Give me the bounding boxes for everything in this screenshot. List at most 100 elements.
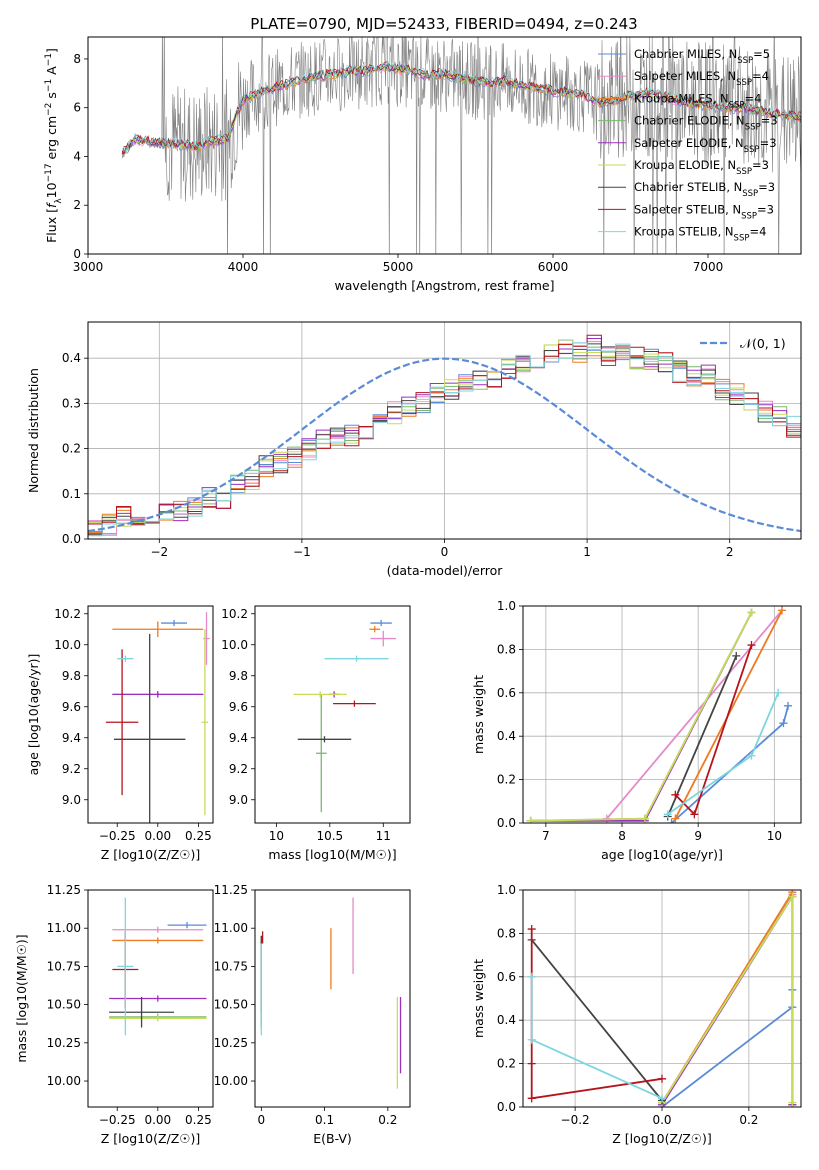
x-axis-label: E(B-V) [313, 1131, 352, 1146]
data-point-marker [663, 810, 672, 819]
y-tick-label: 10.25 [214, 1036, 248, 1050]
y-axis-label: age [log10(age/yr)] [26, 654, 41, 776]
x-tick-label: 2 [726, 545, 734, 559]
y-tick-label: 11.00 [47, 921, 81, 935]
series-line-salpeter-stelib [674, 644, 753, 816]
model-line-salpeter-stelib [121, 61, 801, 155]
x-tick-label: 10.5 [316, 829, 343, 843]
y-tick-label: 0.4 [62, 351, 81, 365]
x-axis-label: mass [log10(M/M☉)] [268, 847, 396, 862]
x-tick-label: 10 [269, 829, 284, 843]
y-tick-label: 10.25 [47, 1036, 81, 1050]
series-line-chabrier-elodie [530, 612, 753, 822]
data-point-marker [747, 641, 756, 650]
y-tick-label: 11.00 [214, 921, 248, 935]
histogram-kroupa-stelib [88, 342, 801, 537]
y-tick-label: 9.8 [62, 669, 81, 683]
y-tick-label: 9.2 [62, 762, 81, 776]
plot-area [88, 334, 801, 537]
data-point-marker [732, 651, 741, 660]
data-point-marker [774, 688, 783, 697]
y-tick-label: 9.8 [229, 669, 248, 683]
y-tick-label: 0.0 [497, 1100, 516, 1114]
axes-frame [522, 605, 802, 824]
y-tick-label: 4 [73, 149, 81, 163]
x-tick-label: −1 [293, 545, 311, 559]
chart-massweight_vs_age: 7 8 9 10 0.0 0.2 0.4 0.6 0.8 1.0 age [log10(age/yr… [471, 599, 802, 862]
x-tick-label: 9 [694, 829, 702, 843]
plot-area [109, 897, 207, 1036]
data-point-marker [779, 719, 788, 728]
y-tick-label: 8 [73, 52, 81, 66]
data-point-marker [671, 790, 680, 799]
model-line-kroupa-stelib [121, 60, 801, 153]
data-point-marker [667, 819, 676, 823]
x-tick-label: 11 [376, 829, 391, 843]
x-tick-label: 0 [258, 1113, 266, 1127]
x-axis-label: Z [log10(Z/Z☉)] [101, 847, 201, 862]
data-point-marker [640, 814, 649, 823]
series-line-chabrier-miles [661, 989, 794, 1107]
data-point-marker [788, 892, 797, 901]
x-tick-label: 5000 [383, 260, 414, 274]
data-point-marker [777, 606, 786, 615]
x-axis-label: age [log10(age/yr)] [601, 847, 723, 862]
series-line-salpeter-miles [606, 609, 783, 820]
legend-label: Salpeter STELIB, NSSP=3 [634, 202, 774, 221]
y-tick-label: 2 [73, 198, 81, 212]
x-tick-label: 7 [542, 829, 550, 843]
x-tick-label: 0.00 [144, 829, 171, 843]
data-point-marker [527, 1094, 536, 1103]
histogram-salpeter-miles [88, 341, 801, 536]
x-tick-label: 0.25 [185, 829, 212, 843]
model-line-chabrier-stelib [121, 62, 801, 155]
plot-area [105, 612, 210, 823]
chart-age_vs_Z: −0.25 0.00 0.25 9.0 9.2 9.4 9.6 9.8 10.0 10.2 Z [l… [26, 605, 214, 862]
x-tick-label: 4000 [228, 260, 259, 274]
axes-frame [87, 889, 214, 1108]
y-tick-label: 10.0 [221, 638, 248, 652]
data-point-marker [527, 1059, 536, 1068]
x-tick-label: 3000 [73, 260, 104, 274]
y-tick-label: 1.0 [497, 599, 516, 613]
y-tick-label: 10.0 [54, 638, 81, 652]
plot-area [527, 890, 797, 1107]
y-tick-label: 10.75 [47, 959, 81, 973]
y-tick-label: 0.6 [497, 970, 516, 984]
x-tick-label: 0.1 [315, 1113, 334, 1127]
y-tick-label: 0.2 [62, 442, 81, 456]
y-tick-label: 0.2 [497, 773, 516, 787]
axes-frame [254, 605, 411, 824]
y-tick-label: 11.25 [47, 883, 81, 897]
plot-area [526, 606, 793, 823]
data-point-marker [747, 608, 756, 617]
data-point-marker [527, 1035, 536, 1044]
data-spectrum-line [121, 37, 801, 254]
data-point-marker [526, 816, 535, 823]
series-line-salpeter-stelib [530, 929, 663, 1100]
legend-label: Kroupa STELIB, NSSP=4 [634, 225, 766, 244]
y-tick-label: 10.2 [221, 607, 248, 621]
y-tick-label: 9.6 [229, 700, 248, 714]
x-tick-label: −0.25 [99, 829, 136, 843]
y-tick-label: 9.2 [229, 762, 248, 776]
y-axis-label: mass [log10(M/M☉)] [14, 934, 29, 1062]
data-point-marker [788, 1098, 797, 1107]
series-line-kroupa-elodie [530, 612, 753, 822]
axes-frame [254, 889, 411, 1108]
y-tick-label: 0.2 [497, 1057, 516, 1071]
y-tick-label: 9.4 [229, 731, 248, 745]
axes-frame [87, 36, 802, 255]
y-tick-label: 0.0 [62, 532, 81, 546]
series-line-chabrier-stelib [531, 939, 663, 1102]
y-tick-label: 0.1 [62, 487, 81, 501]
y-tick-label: 0.6 [497, 686, 516, 700]
legend-label: Chabrier MILES, NSSP=5 [634, 47, 770, 66]
y-tick-label: 9.4 [62, 731, 81, 745]
x-tick-label: −0.25 [99, 1113, 136, 1127]
y-tick-label: 0.0 [497, 816, 516, 830]
y-tick-label: 11.25 [214, 883, 248, 897]
plot-area [260, 897, 402, 1089]
data-point-marker [690, 810, 699, 819]
